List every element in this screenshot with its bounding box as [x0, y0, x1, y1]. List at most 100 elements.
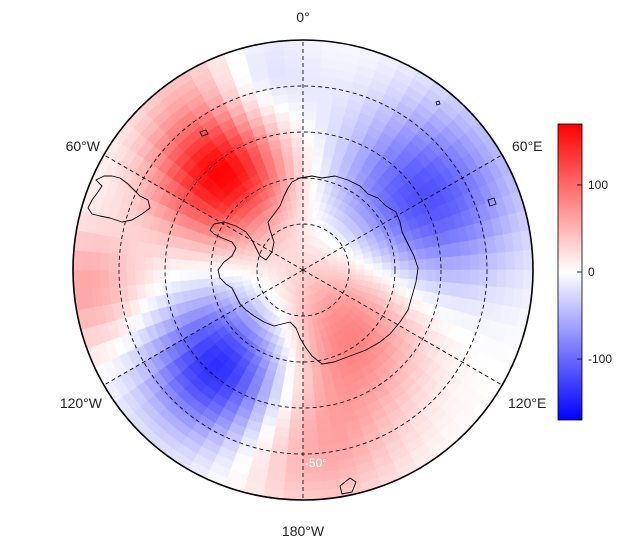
field-cell: [302, 145, 315, 156]
field-cell: [284, 66, 304, 77]
field-cell: [295, 190, 304, 200]
field-cell: [90, 269, 101, 289]
field-cell: [505, 269, 516, 289]
field-cell: [302, 66, 322, 77]
field-cell: [302, 163, 313, 174]
colorbar-tick-label-1: 0: [588, 265, 595, 279]
field-cell: [240, 269, 251, 276]
lon-label-60e: 60°E: [512, 138, 543, 154]
field-cell: [293, 366, 304, 377]
longitude-gridlines: [103, 40, 503, 500]
field-cell: [434, 269, 445, 283]
field-cell: [302, 181, 312, 192]
field-cell: [302, 393, 315, 404]
field-cell: [284, 57, 304, 68]
field-cell: [283, 481, 304, 492]
field-cell: [302, 190, 311, 200]
field-cell: [302, 136, 315, 147]
field-cell: [487, 252, 498, 271]
field-cell: [308, 339, 318, 350]
field-cell: [287, 437, 304, 448]
field-cell: [302, 119, 317, 130]
field-cell: [346, 265, 357, 271]
field-cell: [302, 92, 319, 103]
lon-label-120w: 120°W: [60, 395, 103, 411]
field-cell: [116, 253, 128, 271]
field-cell: [108, 269, 119, 288]
field-cell: [505, 251, 516, 271]
field-cell: [287, 92, 304, 103]
field-cell: [461, 255, 472, 271]
field-cell: [390, 261, 401, 271]
field-cell: [312, 382, 325, 394]
field-cell: [298, 225, 304, 236]
field-cell: [187, 269, 198, 281]
field-cell: [161, 257, 172, 271]
field-cell: [302, 419, 318, 430]
field-cell: [302, 48, 323, 59]
field-cell: [308, 330, 316, 341]
field-cell: [232, 275, 243, 283]
field-cell: [288, 419, 304, 430]
field-heatmap: [73, 40, 533, 500]
field-cell: [426, 258, 437, 271]
field-cell: [302, 110, 318, 121]
field-cell: [302, 101, 318, 112]
field-cell: [470, 269, 481, 286]
field-cell: [169, 258, 180, 271]
field-cell: [443, 256, 454, 271]
field-cell: [407, 249, 418, 262]
field-cell: [289, 119, 304, 130]
field-cell: [373, 262, 383, 271]
field-cell: [134, 255, 145, 271]
field-cell: [337, 265, 348, 271]
field-cell: [496, 269, 507, 289]
coastlines: [87, 100, 497, 495]
field-cell: [285, 454, 304, 465]
colorbar: 100 0 -100: [557, 123, 612, 421]
field-cell: [231, 269, 242, 277]
field-cell: [288, 428, 304, 439]
field-cell: [398, 251, 410, 262]
field-cell: [522, 269, 533, 291]
field-cell: [286, 445, 304, 457]
field-cell: [143, 255, 154, 271]
field-cell: [302, 296, 307, 306]
colorbar-ticks: 100 0 -100: [577, 178, 612, 366]
field-cell: [196, 260, 207, 271]
lat-label: -50°: [305, 456, 327, 470]
field-cell: [73, 249, 84, 271]
field-cell: [302, 357, 312, 368]
field-cell: [302, 384, 315, 395]
field-cell: [290, 199, 298, 210]
field-cell: [434, 257, 445, 271]
field-cell: [302, 75, 321, 86]
field-cell: [282, 155, 295, 166]
field-cell: [169, 269, 180, 282]
field-cell: [284, 163, 295, 175]
field-cell: [73, 269, 84, 291]
field-cell: [302, 437, 319, 448]
field-cell: [302, 401, 316, 412]
field-cell: [294, 357, 304, 368]
field-cell: [178, 269, 189, 282]
island-kerguelen: [487, 197, 497, 207]
field-cell: [487, 269, 498, 288]
field-cell: [223, 269, 233, 278]
island-bouvet: [435, 100, 441, 106]
field-cell: [292, 375, 304, 386]
field-cell: [496, 251, 507, 271]
field-cell: [284, 472, 304, 483]
island-south-georgia: [199, 129, 209, 137]
lon-label-0: 0°: [296, 9, 309, 25]
field-cell: [302, 313, 308, 324]
field-cell: [514, 269, 525, 290]
field-cell: [282, 489, 304, 500]
field-cell: [443, 269, 454, 284]
field-cell: [205, 277, 217, 288]
field-cell: [302, 40, 324, 51]
field-cell: [125, 269, 136, 286]
field-cell: [364, 263, 375, 271]
field-cell: [125, 254, 136, 271]
